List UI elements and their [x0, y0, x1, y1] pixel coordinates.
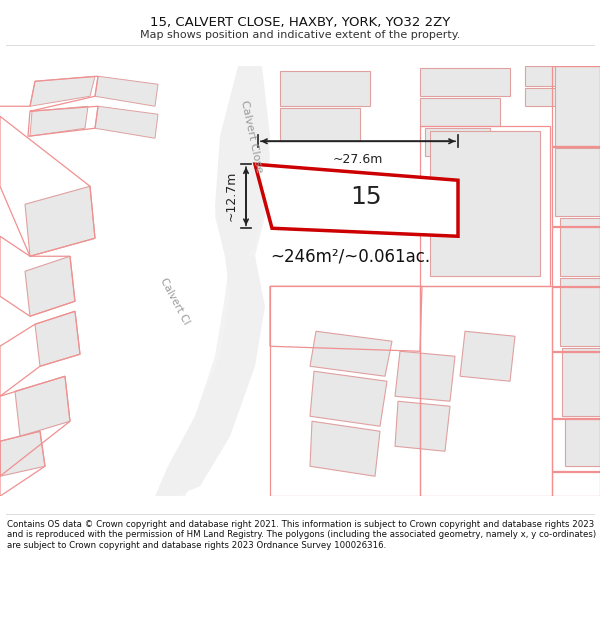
Polygon shape	[525, 66, 580, 86]
Polygon shape	[395, 401, 450, 451]
Text: ~246m²/~0.061ac.: ~246m²/~0.061ac.	[270, 248, 430, 265]
Polygon shape	[15, 376, 70, 436]
Polygon shape	[35, 311, 80, 366]
Polygon shape	[560, 278, 600, 346]
Polygon shape	[30, 76, 95, 106]
Text: Calvert Cl: Calvert Cl	[158, 276, 191, 326]
Polygon shape	[25, 186, 95, 256]
Polygon shape	[255, 164, 458, 236]
Polygon shape	[280, 71, 370, 106]
Polygon shape	[30, 106, 88, 136]
Polygon shape	[420, 68, 510, 96]
Polygon shape	[525, 88, 575, 106]
Polygon shape	[425, 128, 490, 156]
Polygon shape	[0, 431, 45, 476]
Text: 15, CALVERT CLOSE, HAXBY, YORK, YO32 2ZY: 15, CALVERT CLOSE, HAXBY, YORK, YO32 2ZY	[150, 16, 450, 29]
Polygon shape	[430, 131, 540, 276]
Text: Contains OS data © Crown copyright and database right 2021. This information is : Contains OS data © Crown copyright and d…	[7, 520, 596, 550]
Polygon shape	[310, 371, 387, 426]
Polygon shape	[460, 331, 515, 381]
Polygon shape	[95, 106, 158, 138]
Polygon shape	[215, 66, 270, 266]
Polygon shape	[395, 351, 455, 401]
Polygon shape	[280, 108, 360, 141]
Polygon shape	[25, 256, 75, 316]
Polygon shape	[165, 256, 260, 496]
Polygon shape	[565, 418, 600, 466]
Polygon shape	[310, 421, 380, 476]
Polygon shape	[555, 66, 600, 146]
Text: Map shows position and indicative extent of the property.: Map shows position and indicative extent…	[140, 30, 460, 40]
Polygon shape	[215, 66, 270, 266]
Polygon shape	[155, 256, 265, 496]
Polygon shape	[310, 331, 392, 376]
Polygon shape	[560, 218, 600, 276]
Polygon shape	[95, 76, 158, 106]
Polygon shape	[555, 148, 600, 216]
Polygon shape	[420, 98, 500, 126]
Text: ~27.6m: ~27.6m	[333, 153, 383, 166]
Text: 15: 15	[350, 185, 382, 209]
Text: Calvert Close: Calvert Close	[239, 99, 265, 174]
Polygon shape	[562, 348, 600, 416]
Text: ~12.7m: ~12.7m	[225, 171, 238, 221]
